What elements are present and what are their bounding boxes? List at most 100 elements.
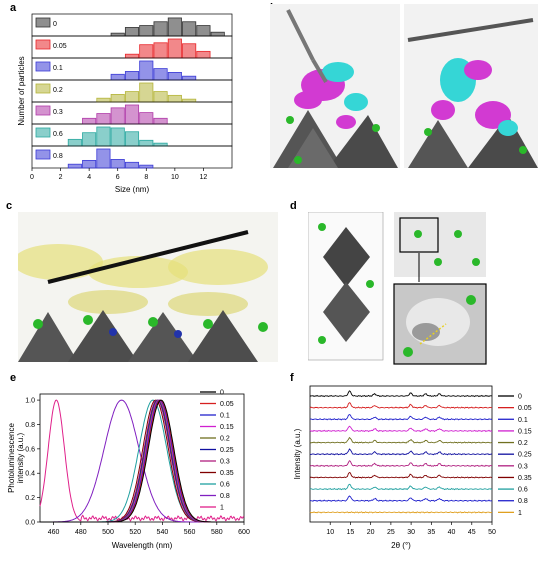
histogram-bar (67, 138, 82, 147)
histogram-bar (139, 112, 154, 125)
histogram-bar (139, 164, 154, 169)
histogram-bar (153, 68, 168, 81)
legend-label: 0.3 (220, 459, 230, 466)
x-tick-label: 560 (184, 529, 196, 536)
x-axis-label: Size (nm) (115, 185, 150, 194)
x-tick-label: 600 (238, 529, 250, 536)
legend-label: 0.15 (220, 424, 234, 431)
xrd-series-line (309, 483, 493, 491)
x-tick-label: 35 (427, 529, 435, 536)
structure-top-view (394, 212, 486, 282)
histogram-bar (153, 42, 168, 59)
histogram-bar (124, 161, 140, 169)
y-axis-label-line2: intensity (a.u.) (16, 433, 25, 484)
y-tick-label: 0.2 (25, 495, 35, 502)
panel-label-d: d (290, 200, 297, 212)
xrd-series-line (309, 402, 493, 409)
xrd-series-line (309, 448, 493, 456)
x-tick-label: 8 (144, 174, 148, 181)
legend-swatch (35, 39, 51, 50)
xrd-series-line (309, 436, 493, 444)
histogram-bar (124, 131, 140, 147)
histogram-bar (153, 142, 168, 147)
histogram-bar (167, 38, 182, 59)
histogram-bar (182, 75, 197, 81)
legend-label: 0.3 (518, 463, 528, 470)
histogram-bar (96, 97, 111, 103)
legend-swatch (35, 17, 51, 28)
y-axis-label: Number of particles (17, 56, 26, 125)
y-tick-label: 0.0 (25, 520, 35, 527)
panel-label-c: c (6, 200, 13, 212)
histogram-bar (82, 132, 97, 147)
histogram-bar (167, 72, 182, 81)
x-tick-label: 580 (211, 529, 223, 536)
x-tick-label: 12 (200, 174, 208, 181)
histogram-bar (124, 91, 140, 103)
y-tick-label: 0.6 (25, 446, 35, 453)
legend-label: 0 (220, 390, 224, 397)
x-tick-label: 4 (87, 174, 91, 181)
legend-label: 0 (53, 21, 57, 28)
panel-label-a: a (10, 2, 17, 14)
legend-swatch (35, 105, 51, 116)
legend-label: 0.2 (518, 440, 528, 447)
legend-label: 0.6 (53, 131, 63, 138)
histogram-bar (124, 53, 140, 59)
histogram-bar (139, 25, 154, 37)
legend-label: 0.1 (53, 65, 63, 72)
histogram-bar (139, 60, 154, 81)
isosurface-layer (18, 244, 268, 316)
y-tick-label: 1.0 (25, 398, 35, 405)
crystal-structure-render (308, 212, 487, 365)
organic-chain (47, 230, 249, 284)
histogram-bar (167, 94, 182, 103)
xrd-pattern-chart: 0 0.05 0.1 0.15 0.2 0.25 0.3 0.35 0.6 0.8 1 10 15 20 2… (293, 385, 532, 550)
histogram-bar (139, 44, 154, 59)
plot-frame (39, 393, 245, 523)
legend-label: 0.8 (518, 498, 528, 505)
histogram-bar (67, 163, 82, 169)
x-tick-label: 520 (129, 529, 141, 536)
x-tick-label: 45 (468, 529, 476, 536)
x-axis-label: 2θ (°) (391, 541, 411, 550)
xrd-series-line (309, 495, 493, 502)
legend-label: 0.25 (220, 447, 234, 454)
legend-label: 0.35 (220, 470, 234, 477)
x-tick-label: 500 (102, 529, 114, 536)
histogram-bar (110, 32, 125, 37)
xrd-series-line (309, 471, 493, 479)
octahedra-layer (18, 310, 268, 362)
legend-swatch (35, 83, 51, 94)
pl-spectra-chart: 460 480 500 520 540 560 580 600 0.0 0.2 0.4 0.6 0.8 1… (7, 390, 250, 551)
charge-density-right-image (404, 4, 538, 168)
panel-label-e: e (10, 372, 17, 384)
histogram-bar (124, 27, 140, 37)
xrd-series-line (309, 425, 493, 433)
histogram-bar (210, 31, 225, 37)
histogram-bar (196, 50, 211, 59)
charge-density-renders (270, 4, 538, 168)
legend-label: 0.3 (53, 109, 63, 116)
legend-label: 1 (518, 510, 522, 517)
x-tick-label: 480 (75, 529, 87, 536)
histogram-bar (110, 127, 125, 147)
x-axis-label: Wavelength (nm) (112, 541, 173, 550)
x-tick-label: 6 (116, 174, 120, 181)
legend-label: 0.8 (53, 153, 63, 160)
y-tick-label: 0.4 (25, 471, 35, 478)
legend-label: 0.2 (220, 436, 230, 443)
histogram-bar (139, 139, 154, 147)
x-tick-label: 0 (30, 174, 34, 181)
panel-label-f: f (290, 372, 294, 384)
histogram-bar (153, 91, 168, 103)
histogram-bar (153, 21, 168, 37)
histogram-bar (96, 113, 111, 125)
structure-side-view (308, 212, 384, 361)
charge-density-left-image (270, 4, 400, 168)
charge-density-slice-zoom (393, 283, 487, 365)
legend-label: 1 (220, 505, 224, 512)
legend-label: 0.6 (518, 487, 528, 494)
legend-label: 0.05 (220, 401, 234, 408)
histogram-bar (82, 159, 97, 169)
